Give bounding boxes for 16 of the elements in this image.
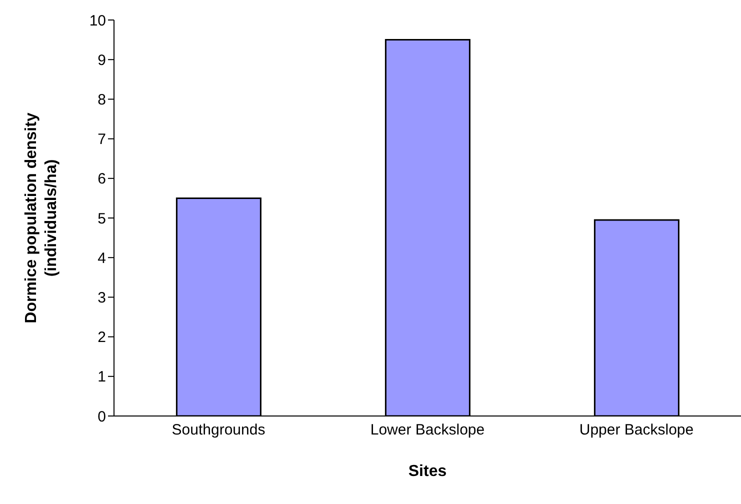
x-tick-label: Upper Backslope [579, 422, 694, 439]
y-tick-label: 3 [98, 290, 106, 307]
y-tick-label: 1 [98, 368, 106, 386]
y-tick-label: 9 [98, 52, 106, 69]
y-tick-label: 0 [98, 408, 106, 426]
y-tick-label: 2 [98, 329, 106, 346]
y-axis-title: Dormice population density (individuals/ha) [23, 112, 60, 324]
x-axis-title: Sites [408, 463, 447, 480]
y-tick-label: 5 [98, 210, 106, 228]
x-tick-label: Lower Backslope [370, 422, 485, 439]
y-tick-label: 6 [98, 170, 106, 188]
y-tick-label: 8 [98, 92, 106, 109]
x-tick-label: Southgrounds [172, 422, 266, 439]
y-tick-label: 4 [98, 250, 106, 267]
y-tick-label: 7 [98, 131, 106, 148]
y-tick-label: 10 [89, 12, 106, 30]
